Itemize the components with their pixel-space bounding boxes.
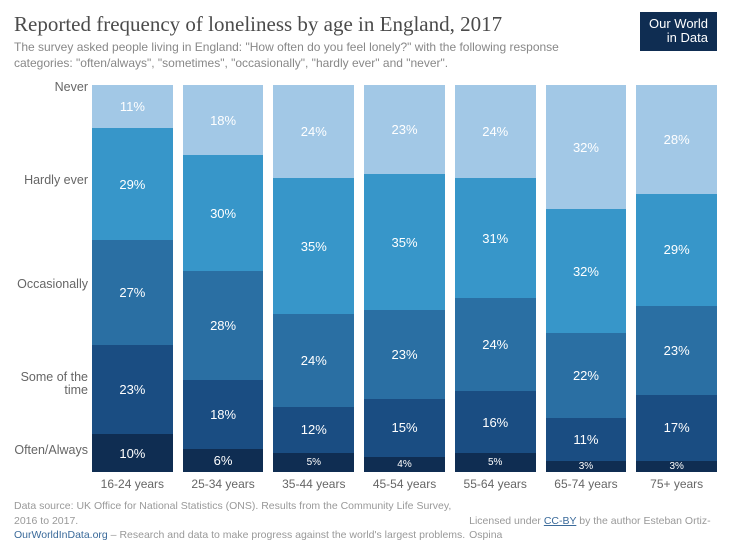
site-tagline: – Research and data to make progress aga… (108, 529, 465, 541)
stacked-bar: 3%17%23%29%28% (636, 85, 717, 472)
bar-segment: 24% (455, 298, 536, 391)
chart-area: Often/Always Some of the time Occasionally… (14, 85, 717, 491)
bar-segment: 35% (273, 178, 354, 313)
bar-segment: 24% (273, 85, 354, 178)
bar-column: 5%12%24%35%24%35-44 years (273, 85, 354, 491)
stacked-bar: 10%23%27%29%11% (92, 85, 173, 472)
bar-segment: 18% (183, 380, 264, 450)
bar-segment: 15% (364, 399, 445, 457)
bar-segment: 18% (183, 85, 264, 155)
bar-segment: 11% (92, 85, 173, 128)
bar-segment: 5% (455, 453, 536, 472)
chart-container: Reported frequency of loneliness by age … (0, 0, 731, 550)
bar-segment: 27% (92, 240, 173, 345)
bar-segment: 24% (273, 314, 354, 407)
bar-segment: 5% (273, 453, 354, 472)
stacked-bar: 5%12%24%35%24% (273, 85, 354, 472)
bar-column: 5%16%24%31%24%55-64 years (455, 85, 536, 491)
bar-segment: 16% (455, 391, 536, 453)
x-axis-label: 55-64 years (455, 472, 536, 491)
bar-segment: 23% (364, 310, 445, 399)
bar-segment: 30% (183, 155, 264, 271)
site-link[interactable]: OurWorldInData.org (14, 529, 108, 541)
bar-segment: 11% (546, 418, 627, 461)
stacked-bar: 6%18%28%30%18% (183, 85, 264, 472)
bar-column: 4%15%23%35%23%45-54 years (364, 85, 445, 491)
bar-segment: 10% (92, 434, 173, 473)
bar-column: 10%23%27%29%11%16-24 years (92, 85, 173, 491)
bar-column: 3%17%23%29%28%75+ years (636, 85, 717, 491)
x-axis-label: 45-54 years (364, 472, 445, 491)
logo-line-1: Our World (649, 16, 708, 31)
bar-segment: 29% (92, 128, 173, 240)
license-prefix: Licensed under (469, 515, 544, 527)
stacked-bar: 5%16%24%31%24% (455, 85, 536, 472)
bar-segment: 23% (636, 306, 717, 395)
source-block: Data source: UK Office for National Stat… (14, 499, 469, 542)
bar-segment: 3% (636, 461, 717, 473)
bar-segment: 23% (364, 85, 445, 174)
bar-column: 3%11%22%32%32%65-74 years (546, 85, 627, 491)
x-axis-label: 35-44 years (273, 472, 354, 491)
bar-segment: 28% (636, 85, 717, 193)
bar-segment: 4% (364, 457, 445, 472)
license-block: Licensed under CC-BY by the author Esteb… (469, 514, 717, 542)
x-axis-label: 75+ years (636, 472, 717, 491)
x-axis-label: 25-34 years (183, 472, 264, 491)
y-axis-label: Occasionally (17, 278, 88, 292)
y-axis-label: Some of the time (14, 370, 88, 398)
header: Reported frequency of loneliness by age … (14, 12, 717, 71)
bar-segment: 35% (364, 174, 445, 309)
logo-line-2: in Data (667, 30, 708, 45)
stacked-bar: 3%11%22%32%32% (546, 85, 627, 472)
source-text: Data source: UK Office for National Stat… (14, 500, 451, 526)
bar-segment: 28% (183, 271, 264, 379)
stacked-bar: 4%15%23%35%23% (364, 85, 445, 472)
chart-subtitle: The survey asked people living in Englan… (14, 39, 594, 71)
bar-segment: 32% (546, 85, 627, 209)
footer: Data source: UK Office for National Stat… (14, 499, 717, 542)
y-axis: Often/Always Some of the time Occasionally… (14, 85, 92, 491)
bar-segment: 3% (546, 461, 627, 473)
bar-column: 6%18%28%30%18%25-34 years (183, 85, 264, 491)
bar-segment: 17% (636, 395, 717, 461)
bars-group: 10%23%27%29%11%16-24 years6%18%28%30%18%… (92, 85, 717, 491)
title-block: Reported frequency of loneliness by age … (14, 12, 594, 71)
y-axis-label: Never (55, 81, 88, 95)
bar-segment: 24% (455, 85, 536, 178)
y-axis-label: Hardly ever (24, 174, 88, 188)
owid-logo: Our World in Data (640, 12, 717, 51)
bar-segment: 12% (273, 407, 354, 453)
bar-segment: 32% (546, 209, 627, 333)
y-axis-label: Often/Always (14, 444, 88, 458)
bar-segment: 23% (92, 345, 173, 434)
x-axis-label: 16-24 years (92, 472, 173, 491)
bar-segment: 31% (455, 178, 536, 298)
bar-segment: 6% (183, 449, 264, 472)
x-axis-label: 65-74 years (546, 472, 627, 491)
chart-title: Reported frequency of loneliness by age … (14, 12, 594, 37)
bar-segment: 29% (636, 194, 717, 306)
license-link[interactable]: CC-BY (544, 515, 576, 527)
bar-segment: 22% (546, 333, 627, 418)
